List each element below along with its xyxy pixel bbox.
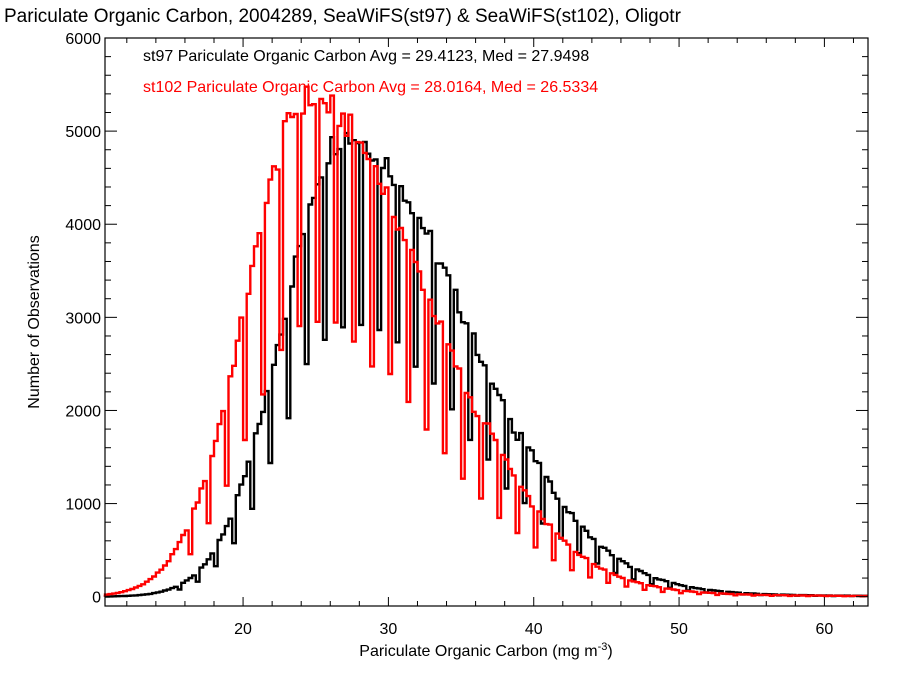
x-axis-label-main: Pariculate Organic Carbon (mg m: [359, 643, 597, 660]
y-tick-label: 5000: [65, 124, 101, 141]
histogram-series-0: [103, 131, 868, 598]
y-tick-label: 1000: [65, 497, 101, 514]
x-tick-label: 30: [380, 621, 398, 638]
x-tick-label: 20: [234, 621, 252, 638]
legend-entry-st97: st97 Pariculate Organic Carbon Avg = 29.…: [143, 48, 589, 65]
y-tick-label: 6000: [65, 31, 101, 48]
series-layer: [103, 85, 868, 598]
legend-entry-st102: st102 Pariculate Organic Carbon Avg = 28…: [143, 79, 598, 96]
y-tick-label: 4000: [65, 217, 101, 234]
histogram-series-1: [103, 85, 868, 598]
x-axis: 20 30 40 50 60: [126, 38, 854, 638]
x-tick-label: 40: [525, 621, 543, 638]
x-axis-label: Pariculate Organic Carbon (mg m-3): [359, 641, 612, 660]
chart-title: Pariculate Organic Carbon, 2004289, SeaW…: [4, 6, 682, 27]
y-tick-label: 0: [92, 590, 101, 607]
x-axis-label-close: ): [607, 643, 612, 660]
plot-frame: [104, 37, 869, 607]
y-axis-label: Number of Observations: [26, 235, 43, 408]
x-axis-label-superscript: -3: [598, 641, 608, 653]
x-tick-label: 60: [816, 621, 834, 638]
y-tick-label: 2000: [65, 403, 101, 420]
x-tick-label: 50: [670, 621, 688, 638]
y-tick-label: 3000: [65, 310, 101, 327]
y-axis: 0 1000 2000 3000 4000 5000 6000: [65, 31, 868, 607]
